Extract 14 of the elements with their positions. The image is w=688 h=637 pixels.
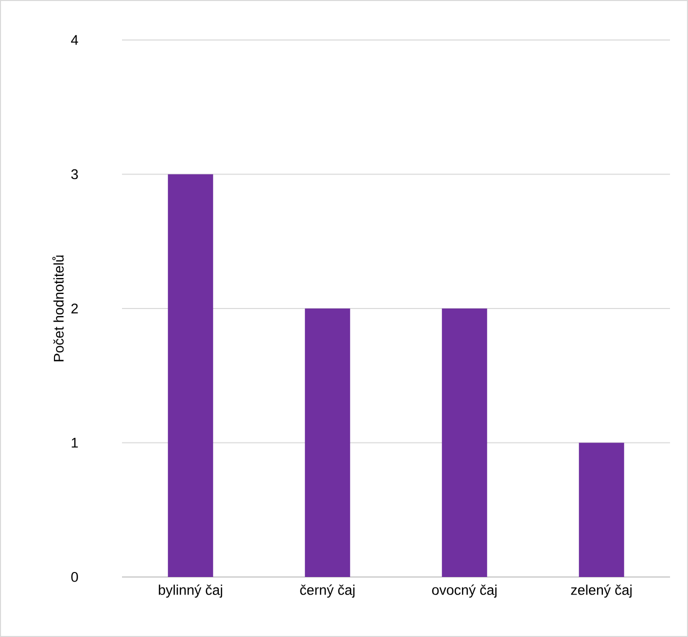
y-tick-label: 4 bbox=[71, 35, 78, 45]
x-tick-label: ovocný čaj bbox=[432, 584, 496, 598]
x-tick-label: zelený čaj bbox=[571, 584, 632, 598]
y-axis-title: Počet hodnotitelů bbox=[52, 256, 64, 362]
bar bbox=[168, 174, 214, 577]
y-tick-label: 1 bbox=[72, 438, 78, 448]
y-tick-label: 0 bbox=[71, 572, 78, 582]
bar bbox=[304, 308, 350, 577]
x-tick-label: černý čaj bbox=[300, 584, 354, 598]
y-tick-label: 2 bbox=[71, 304, 78, 314]
bar bbox=[442, 308, 488, 577]
x-tick-label: bylinný čaj bbox=[158, 584, 222, 598]
bar bbox=[578, 442, 624, 577]
y-tick-label: 3 bbox=[71, 169, 78, 180]
